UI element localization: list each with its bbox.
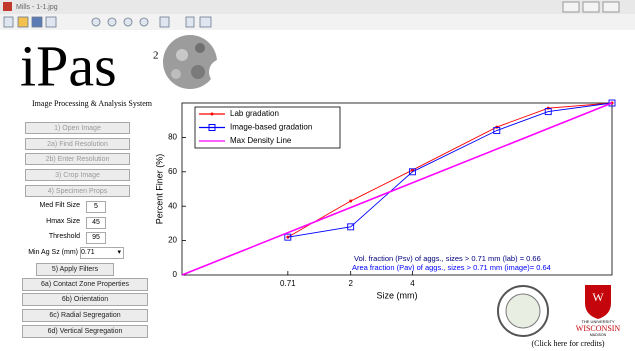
- point: [284, 233, 292, 241]
- print-icon[interactable]: [45, 16, 57, 28]
- point: [408, 168, 416, 176]
- aggregate-bite: [209, 59, 235, 85]
- action-button[interactable]: 5) Apply Filters: [36, 263, 114, 276]
- maximize-button[interactable]: [582, 1, 600, 13]
- legend-icon[interactable]: [199, 16, 212, 28]
- legend-label: Max Density Line: [230, 136, 292, 145]
- wisconsin-crest[interactable]: [585, 285, 611, 319]
- logo-text: iPas: [20, 33, 117, 98]
- field-input[interactable]: 95: [86, 232, 106, 244]
- credits-link[interactable]: (Click here for credits): [531, 339, 604, 348]
- close-button[interactable]: [602, 1, 620, 13]
- toolbar: [0, 14, 635, 30]
- pan-icon[interactable]: [123, 17, 133, 27]
- legend-label: Image-based gradation: [230, 123, 312, 132]
- save-icon[interactable]: [31, 16, 43, 28]
- y-tick-label: 0: [173, 270, 178, 279]
- point: [347, 223, 355, 231]
- field-label: Hmax Size: [46, 217, 80, 225]
- button[interactable]: 1) Open Image: [25, 122, 130, 134]
- minimize-button[interactable]: [562, 1, 580, 13]
- y-tick-label: 60: [168, 167, 177, 176]
- x-tick-label: 4: [410, 279, 415, 288]
- field-label: Threshold: [48, 233, 80, 240]
- svg-text:W: W: [592, 290, 604, 304]
- legend-label: Lab gradation: [230, 109, 279, 118]
- zoom-out-icon[interactable]: [107, 17, 117, 27]
- legend-marker: [208, 124, 216, 131]
- point: [544, 108, 552, 116]
- series-line: [181, 102, 613, 276]
- action-button[interactable]: 6c) Radial Segregation: [22, 309, 148, 322]
- dropdown-arrow: ▾: [117, 249, 121, 256]
- action-button[interactable]: 6d) Vertical Segregation: [22, 325, 148, 338]
- button[interactable]: 2b) Enter Resolution: [25, 153, 130, 165]
- logo-superscript: 2: [153, 50, 159, 62]
- title-bar: [0, 0, 635, 14]
- logo-subtitle: Image Processing & Analysis System: [32, 99, 153, 108]
- zoom-in-icon[interactable]: [91, 17, 101, 27]
- app-icon: [3, 2, 12, 11]
- point: [608, 99, 616, 107]
- button[interactable]: 2a) Find Resolution: [25, 138, 130, 150]
- button[interactable]: 3) Crop Image: [25, 169, 130, 181]
- y-axis-label: Percent Finer (%): [154, 154, 164, 225]
- field-input[interactable]: 5: [86, 201, 106, 213]
- window-title: Mills - 1-1.jpg: [16, 4, 58, 11]
- action-button[interactable]: 6a) Contact Zone Properties: [22, 278, 148, 291]
- action-button[interactable]: 6b) Orientation: [22, 293, 148, 306]
- dropdown-label: Min Ag Sz (mm): [28, 249, 78, 256]
- field-input[interactable]: 45: [86, 216, 106, 229]
- x-tick-label: 0.71: [280, 279, 296, 288]
- legend-marker: [210, 112, 214, 116]
- annotation: Vol. fraction (Psv) of aggs., sizes > 0.…: [354, 254, 541, 263]
- y-tick-label: 20: [168, 236, 177, 245]
- annotation: Area fraction (Pav) of aggs., sizes > 0.…: [352, 263, 551, 272]
- series-line: [287, 102, 613, 238]
- colorbar-icon[interactable]: [185, 16, 195, 28]
- point: [410, 168, 414, 172]
- rotate-icon[interactable]: [139, 17, 149, 27]
- button[interactable]: 4) Specimen Props: [25, 185, 130, 197]
- crest-name: WISCONSIN: [576, 324, 621, 333]
- point: [349, 199, 353, 203]
- point: [493, 127, 501, 134]
- crest-city: MADISON: [590, 333, 607, 337]
- new-icon[interactable]: [3, 16, 14, 28]
- field-label: Med Filt Size: [39, 202, 80, 209]
- dropdown-value: 0.71: [81, 249, 95, 256]
- crest-university: THE UNIVERSITY: [581, 319, 614, 324]
- dropdown[interactable]: 0.71 ▾: [80, 247, 124, 259]
- x-axis-label: Size (mm): [377, 290, 418, 300]
- open-icon[interactable]: [17, 16, 29, 28]
- y-tick-label: 40: [168, 201, 177, 210]
- series-line: [287, 102, 613, 238]
- y-tick-label: 80: [168, 133, 177, 142]
- datacursor-icon[interactable]: [159, 16, 170, 28]
- x-tick-label: 2: [348, 279, 353, 288]
